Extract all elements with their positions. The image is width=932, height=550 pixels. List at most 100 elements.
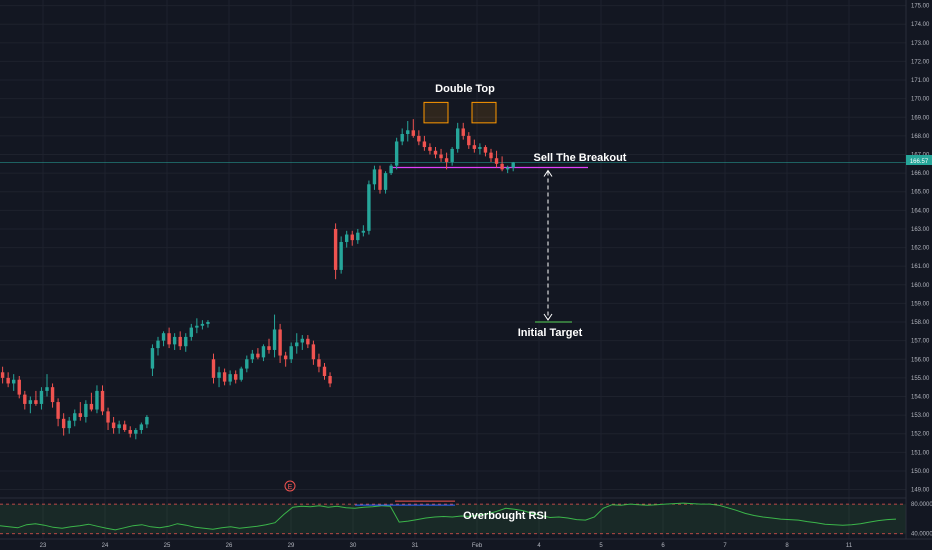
price-tick-label: 168.00 [911, 134, 930, 140]
candle [322, 362, 327, 380]
time-tick-label: 26 [226, 543, 233, 549]
candle [361, 225, 366, 237]
rsi-tick-label: 40.0000 [911, 532, 932, 538]
candle-body [272, 329, 277, 350]
candle [372, 165, 377, 190]
candle-body [328, 376, 332, 384]
candle-body [150, 348, 155, 369]
candle [317, 353, 321, 373]
candle [17, 376, 21, 399]
candle [261, 344, 266, 362]
candle [161, 331, 166, 347]
candles [0, 119, 515, 440]
candle-body [256, 353, 260, 358]
price-axis[interactable]: 175.00 174.00 173.00 172.00 171.00 170.00 169.… [905, 0, 930, 539]
candle [417, 130, 421, 146]
candle-body [283, 355, 288, 360]
candle [478, 143, 482, 155]
candle-body [261, 346, 266, 358]
candle-body [95, 390, 99, 410]
candle [467, 132, 471, 149]
candle [78, 402, 82, 421]
candle [184, 333, 188, 352]
price-tick-label: 154.00 [911, 394, 930, 400]
price-tick-label: 166.00 [911, 171, 930, 177]
arrow-head-down [543, 313, 553, 321]
top-box[interactable] [471, 101, 497, 124]
grid [0, 0, 906, 539]
candle-body [78, 413, 82, 417]
candle [145, 415, 149, 429]
candle [178, 331, 182, 350]
candle-body [394, 141, 399, 166]
candle [389, 163, 393, 175]
candle-body [433, 150, 438, 155]
candle [500, 156, 504, 172]
price-tick-label: 174.00 [911, 22, 930, 28]
candle-body [461, 128, 465, 136]
candle-body [339, 241, 343, 270]
candle-body [228, 374, 232, 382]
candle [95, 385, 99, 414]
candle-body [45, 387, 49, 391]
candle-body [350, 234, 354, 241]
time-axis[interactable]: 23 24 25 26 29 30 31 Feb 4 5 6 7 8 11 [0, 538, 932, 549]
candle [378, 165, 382, 194]
candle [428, 143, 432, 155]
arrow-head-up [543, 169, 553, 177]
rsi-tick-label: 80.0000 [911, 502, 932, 508]
candle [300, 335, 304, 350]
earnings-marker[interactable] [284, 480, 296, 492]
candle-body [145, 416, 149, 425]
candle-body [189, 327, 193, 337]
candle-body [483, 147, 488, 153]
earnings-marker-letter: E [288, 484, 293, 491]
candle [189, 323, 193, 341]
candle-body [500, 163, 504, 170]
candle [45, 374, 49, 397]
candle-body [12, 379, 16, 384]
candle-body [139, 424, 144, 430]
price-tick-label: 165.00 [911, 190, 930, 196]
candle [394, 137, 399, 170]
candle [456, 122, 460, 153]
candle [350, 230, 354, 246]
time-tick-label: 4 [537, 543, 541, 549]
price-tick-label: 159.00 [911, 301, 930, 307]
candle [211, 353, 216, 384]
price-tick-label: 160.00 [911, 283, 930, 289]
candle [505, 165, 510, 174]
candle-body [311, 344, 316, 360]
candle-body [234, 374, 238, 380]
sell-breakout-label: Sell The Breakout [534, 152, 627, 164]
candle [167, 327, 171, 349]
time-tick-label: 29 [288, 543, 295, 549]
candle-body [389, 165, 393, 174]
candle-body [167, 333, 171, 345]
candle-body [217, 372, 221, 378]
candle [222, 368, 227, 386]
candle-body [111, 422, 116, 429]
candle-body [361, 230, 366, 233]
candle-body [56, 402, 60, 419]
candle-body [322, 366, 327, 377]
price-tick-label: 175.00 [911, 4, 930, 10]
price-tick-label: 149.00 [911, 488, 930, 494]
candle [6, 372, 10, 388]
candle-body [17, 379, 21, 395]
candle-body [211, 359, 216, 378]
candle [444, 152, 449, 170]
price-tick-label: 169.00 [911, 115, 930, 121]
candle-body [511, 162, 515, 168]
candle [139, 422, 144, 434]
candle-body [317, 359, 321, 367]
price-tick-label: 170.00 [911, 97, 930, 103]
time-tick-label: 30 [350, 543, 357, 549]
top-box[interactable] [423, 101, 449, 124]
candle [483, 145, 488, 157]
candle-body [383, 173, 388, 190]
last-price-tag: 166.57 [906, 155, 932, 165]
candle [23, 390, 27, 410]
candle [256, 348, 260, 360]
